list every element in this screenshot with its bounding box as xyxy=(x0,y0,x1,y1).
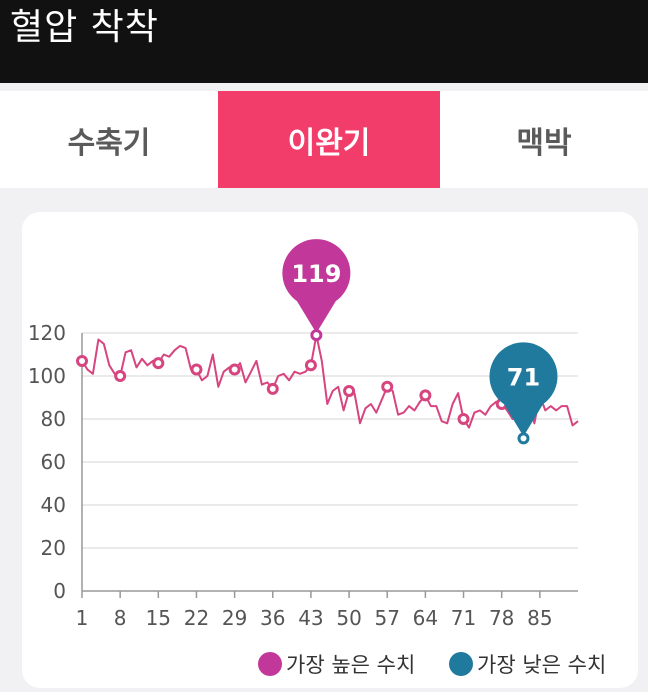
x-tick-label: 71 xyxy=(451,606,476,630)
legend-highest-label: 가장 높은 수치 xyxy=(286,653,415,677)
data-point-marker xyxy=(152,357,165,370)
y-tick-label: 60 xyxy=(41,450,66,474)
chart-card: 0 20 40 60 80 100 120 1 8 15 22 29 36 43 50 57 64 71 78 85 … xyxy=(22,212,638,688)
tab-bar: 수축기 이완기 맥박 xyxy=(0,91,648,188)
x-tick-label: 29 xyxy=(222,606,247,630)
highest-value-callout-bubble xyxy=(282,239,351,308)
legend-highest-swatch xyxy=(258,652,282,676)
app-header: 혈압 착착 xyxy=(0,0,648,83)
chart-legend: 가장 높은 수치 가장 낮은 수치 xyxy=(258,652,606,677)
highest-value-callout-label: 119 xyxy=(291,260,341,288)
x-tick-label: 8 xyxy=(114,606,127,630)
x-tick-label: 64 xyxy=(413,606,438,630)
x-tick-label: 1 xyxy=(76,606,89,630)
x-tick-label: 36 xyxy=(260,606,285,630)
x-tick-label: 78 xyxy=(489,606,514,630)
chart-gridlines xyxy=(82,332,578,549)
highest-value-callout: 119 xyxy=(282,239,351,342)
page-title: 혈압 착착 xyxy=(10,7,159,48)
data-point-marker xyxy=(419,389,432,402)
data-point-marker xyxy=(228,363,241,376)
tab-systolic[interactable]: 수축기 xyxy=(67,125,151,161)
y-tick-label: 40 xyxy=(41,493,66,517)
y-tick-label: 100 xyxy=(28,364,66,388)
y-tick-label: 120 xyxy=(28,321,66,345)
data-point-marker xyxy=(76,354,88,367)
tab-pulse[interactable]: 맥박 xyxy=(516,125,572,161)
lowest-value-callout-tip xyxy=(503,403,544,437)
data-point-marker xyxy=(381,380,394,393)
data-point-marker xyxy=(266,382,279,395)
legend-lowest-label: 가장 낮은 수치 xyxy=(477,653,606,677)
data-point-marker xyxy=(343,385,356,398)
data-point-marker xyxy=(114,370,127,382)
y-tick-label: 80 xyxy=(41,407,66,431)
data-point-marker xyxy=(190,363,203,376)
chart-series xyxy=(81,334,579,436)
tab-diastolic[interactable]: 이완기 xyxy=(218,91,440,188)
x-tick-label: 22 xyxy=(184,606,209,630)
x-tick-label: 57 xyxy=(375,606,400,630)
data-point-marker xyxy=(304,359,317,372)
lowest-value-callout-label: 71 xyxy=(507,363,540,391)
data-point-marker xyxy=(457,413,470,425)
x-tick-label: 85 xyxy=(527,606,552,630)
lowest-value-callout: 71 xyxy=(489,342,558,445)
lowest-value-callout-bubble xyxy=(489,342,558,411)
chart-markers xyxy=(76,354,546,425)
x-tick-label: 15 xyxy=(146,606,171,630)
lowest-value-callout-point xyxy=(517,432,530,445)
highest-value-callout-tip xyxy=(296,300,337,334)
y-tick-label: 0 xyxy=(53,579,66,603)
diastolic-series-line xyxy=(81,334,579,436)
x-tick-label: 50 xyxy=(336,606,361,630)
highest-value-callout-point xyxy=(310,329,323,342)
y-tick-label: 20 xyxy=(41,536,66,560)
chart-callouts: 119 71 xyxy=(282,239,558,445)
chart-axes: 0 20 40 60 80 100 120 1 8 15 22 29 36 43 50 57 64 71 78 85 xyxy=(28,321,578,630)
legend-lowest-swatch xyxy=(449,652,473,676)
x-tick-label: 43 xyxy=(298,606,323,630)
